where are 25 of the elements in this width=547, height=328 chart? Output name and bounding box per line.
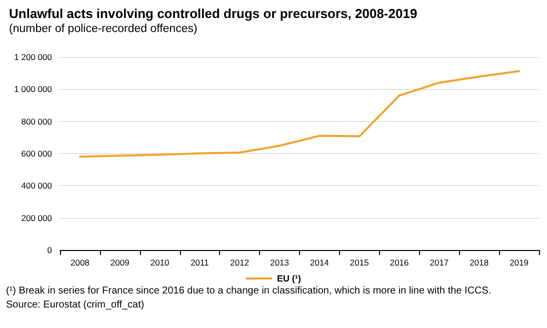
y-tick-label: 200 000 [21,212,52,223]
x-tick-label: 2008 [70,258,90,268]
x-tick-label: 2013 [270,258,290,268]
y-tick-label: 1 200 000 [14,52,52,62]
y-tick-label: 800 000 [21,116,52,126]
legend-label: EU (¹) [277,274,302,284]
y-tick-label: 400 000 [21,180,52,191]
chart-subtitle: (number of police-recorded offences) [9,23,198,35]
x-tick-label: 2016 [390,258,410,268]
y-tick-label: 0 [47,245,52,255]
line-series [78,70,520,158]
x-tick-label: 2010 [150,258,170,268]
x-tick-label: 2017 [430,258,449,268]
x-tick-label: 2018 [470,258,489,268]
x-tick-label: 2019 [510,258,529,268]
chart-title: Unlawful acts involving controlled drugs or precursors, 2008-2019 [9,6,418,21]
x-tick-label: 2012 [230,258,250,268]
text: (¹) Break in series for France since 2016 due to a change in classification, which is more in line with the ICCS. [6,286,492,296]
source-note: Source: Eurostat (crim_off_cat) [6,300,144,310]
x-tick-label: 2011 [190,258,210,268]
y-tick-label: 1 000 000 [14,84,52,94]
x-tick-label: 2009 [110,258,130,268]
y-tick-label: 600 000 [21,148,52,158]
x-tick-label: 2015 [350,258,370,268]
x-tick-label: 2014 [310,258,330,268]
